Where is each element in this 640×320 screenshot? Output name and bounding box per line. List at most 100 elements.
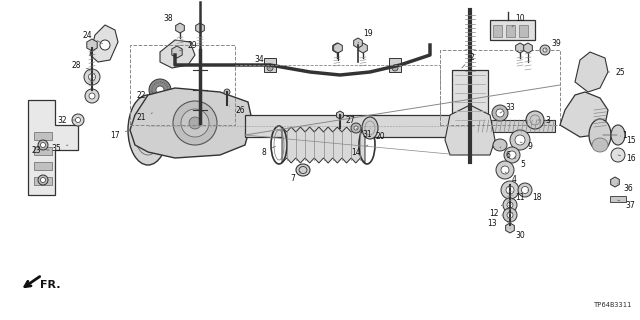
Text: 32: 32 bbox=[57, 116, 76, 124]
Ellipse shape bbox=[128, 95, 168, 165]
Text: 30: 30 bbox=[510, 228, 525, 239]
Circle shape bbox=[496, 109, 504, 117]
Circle shape bbox=[76, 117, 81, 123]
Bar bbox=[34, 162, 52, 170]
Bar bbox=[440, 50, 560, 125]
FancyBboxPatch shape bbox=[452, 70, 488, 125]
Circle shape bbox=[540, 45, 550, 55]
Text: 15: 15 bbox=[621, 135, 636, 145]
Bar bbox=[490, 20, 535, 40]
Bar bbox=[34, 177, 52, 185]
Polygon shape bbox=[90, 25, 118, 62]
Text: 34: 34 bbox=[254, 54, 270, 68]
Text: 17: 17 bbox=[110, 131, 127, 140]
Text: 18: 18 bbox=[527, 190, 541, 203]
Text: 23: 23 bbox=[31, 146, 49, 155]
Polygon shape bbox=[130, 88, 252, 158]
Ellipse shape bbox=[493, 139, 507, 151]
Ellipse shape bbox=[589, 119, 611, 151]
Text: 26: 26 bbox=[230, 106, 245, 115]
Circle shape bbox=[156, 86, 164, 94]
Text: 31: 31 bbox=[356, 128, 372, 139]
Polygon shape bbox=[282, 127, 365, 163]
Circle shape bbox=[149, 101, 171, 123]
Circle shape bbox=[518, 183, 532, 197]
Text: 14: 14 bbox=[351, 145, 368, 156]
Circle shape bbox=[224, 89, 230, 95]
Text: 33: 33 bbox=[500, 102, 515, 113]
Polygon shape bbox=[524, 43, 532, 53]
Polygon shape bbox=[445, 105, 495, 155]
Circle shape bbox=[503, 198, 517, 212]
Bar bbox=[34, 132, 52, 140]
Ellipse shape bbox=[611, 148, 625, 162]
Bar bbox=[264, 58, 276, 72]
Circle shape bbox=[508, 151, 516, 159]
Circle shape bbox=[522, 187, 529, 194]
Text: 19: 19 bbox=[358, 28, 373, 43]
Bar bbox=[34, 147, 52, 155]
Circle shape bbox=[40, 178, 45, 182]
Circle shape bbox=[89, 93, 95, 99]
Text: 1: 1 bbox=[603, 131, 627, 140]
Circle shape bbox=[40, 142, 45, 148]
Circle shape bbox=[173, 101, 217, 145]
Bar bbox=[493, 25, 502, 37]
Polygon shape bbox=[87, 39, 97, 51]
Circle shape bbox=[392, 65, 398, 71]
Polygon shape bbox=[516, 43, 524, 53]
Polygon shape bbox=[354, 38, 362, 48]
Ellipse shape bbox=[466, 115, 484, 137]
Polygon shape bbox=[506, 223, 515, 233]
Polygon shape bbox=[333, 43, 342, 53]
Circle shape bbox=[181, 109, 209, 137]
Circle shape bbox=[156, 108, 164, 116]
Circle shape bbox=[85, 89, 99, 103]
Ellipse shape bbox=[296, 164, 310, 176]
Text: 36: 36 bbox=[618, 183, 633, 193]
Text: 39: 39 bbox=[545, 38, 561, 50]
Circle shape bbox=[526, 111, 544, 129]
Circle shape bbox=[506, 186, 514, 194]
Polygon shape bbox=[575, 52, 608, 92]
Text: 21: 21 bbox=[136, 113, 152, 122]
Circle shape bbox=[354, 126, 358, 130]
Circle shape bbox=[504, 147, 520, 163]
Text: 25: 25 bbox=[608, 68, 625, 76]
Bar bbox=[130, 45, 235, 125]
Text: 38: 38 bbox=[163, 13, 178, 26]
Circle shape bbox=[38, 175, 48, 185]
Text: 20: 20 bbox=[370, 128, 385, 140]
Polygon shape bbox=[358, 43, 367, 53]
Text: 9: 9 bbox=[520, 141, 532, 150]
Bar bbox=[506, 25, 515, 37]
Text: 35: 35 bbox=[51, 143, 68, 153]
Circle shape bbox=[543, 48, 547, 52]
Circle shape bbox=[100, 40, 110, 50]
Text: 5: 5 bbox=[514, 157, 525, 169]
Polygon shape bbox=[333, 43, 341, 53]
Circle shape bbox=[38, 140, 48, 150]
Polygon shape bbox=[175, 23, 184, 33]
Ellipse shape bbox=[362, 117, 378, 139]
Text: 13: 13 bbox=[487, 215, 502, 228]
Text: 8: 8 bbox=[262, 146, 275, 156]
Circle shape bbox=[189, 117, 201, 129]
Circle shape bbox=[503, 208, 517, 222]
Text: 29: 29 bbox=[179, 41, 197, 51]
Polygon shape bbox=[172, 46, 182, 58]
Circle shape bbox=[351, 123, 361, 133]
Circle shape bbox=[510, 130, 530, 150]
Circle shape bbox=[501, 166, 509, 174]
Text: 2: 2 bbox=[462, 52, 474, 68]
Text: 28: 28 bbox=[71, 60, 90, 69]
Circle shape bbox=[84, 69, 100, 85]
Circle shape bbox=[507, 202, 513, 208]
Circle shape bbox=[507, 212, 513, 218]
Polygon shape bbox=[196, 23, 204, 33]
Circle shape bbox=[515, 135, 525, 145]
Text: 3: 3 bbox=[538, 116, 550, 124]
Text: 12: 12 bbox=[489, 205, 502, 218]
Ellipse shape bbox=[592, 138, 608, 152]
Circle shape bbox=[88, 74, 95, 81]
